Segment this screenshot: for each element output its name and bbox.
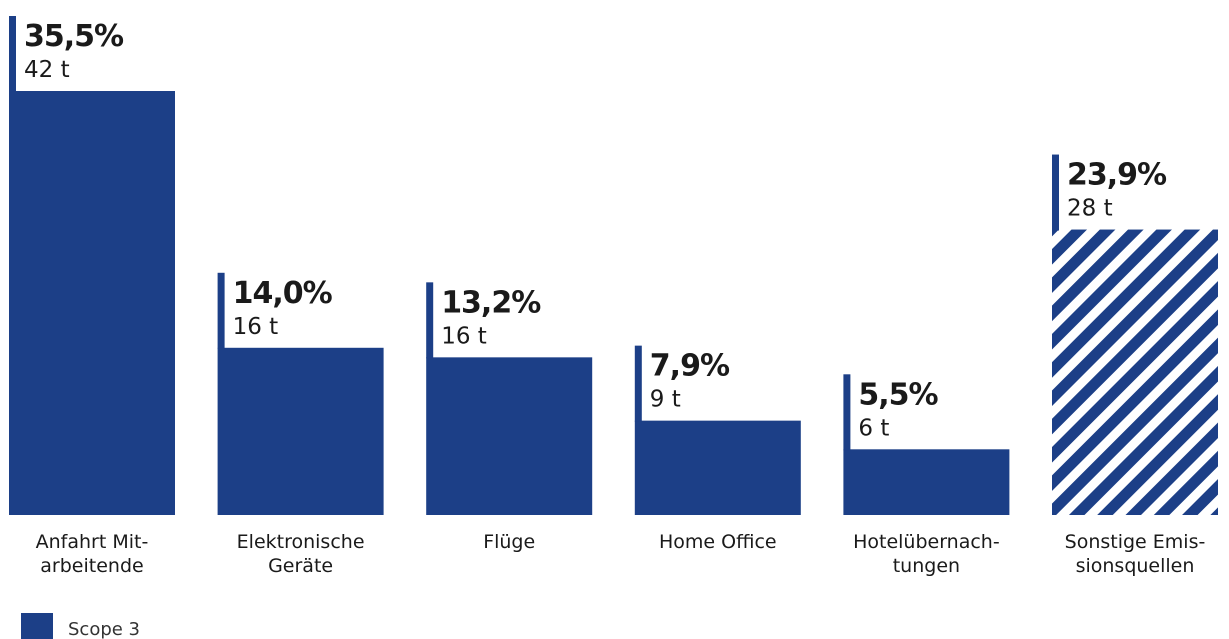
bar-percent-label-1: 14,0%: [233, 276, 333, 311]
bar-label-accent-3: [634, 345, 642, 422]
category-label-2-line-0: Flüge: [483, 531, 535, 553]
bar-label-accent-0: [9, 16, 16, 92]
category-label-0-line-0: Anfahrt Mit-: [36, 531, 149, 553]
category-label-1-line-1: Geräte: [268, 555, 333, 577]
bar-percent-label-2: 13,2%: [441, 285, 541, 320]
bar-4: [843, 449, 1010, 515]
bar-1: [217, 347, 384, 515]
category-label-4-line-1: tungen: [893, 555, 960, 577]
bar-label-accent-1: [217, 272, 225, 349]
category-label-0-line-1: arbeitende: [40, 555, 143, 577]
bar-0: [9, 91, 175, 515]
bar-3: [634, 420, 801, 515]
legend-swatch-scope-3: [21, 613, 53, 639]
bar-tonnes-label-4: 6 t: [858, 415, 889, 441]
category-label-5-line-0: Sonstige Emis-: [1065, 531, 1206, 553]
category-label-3-line-0: Home Office: [659, 531, 777, 553]
bar-tonnes-label-2: 16 t: [441, 323, 487, 349]
bar-tonnes-label-1: 16 t: [233, 314, 279, 340]
bar-label-accent-4: [843, 374, 851, 451]
bar-5: [1052, 229, 1218, 515]
category-label-1-line-0: Elektronische: [237, 531, 365, 553]
bar-tonnes-label-0: 42 t: [24, 57, 70, 83]
category-label-4-line-0: Hotelübernach-: [853, 531, 1000, 553]
bar-percent-label-4: 5,5%: [858, 377, 938, 412]
bar-label-accent-5: [1052, 154, 1059, 231]
bar-tonnes-label-3: 9 t: [650, 387, 681, 413]
category-label-5-line-1: sionsquellen: [1076, 555, 1195, 577]
bar-2: [426, 357, 593, 515]
bar-percent-label-3: 7,9%: [650, 349, 730, 384]
bar-tonnes-label-5: 28 t: [1067, 196, 1113, 222]
bar-label-accent-2: [426, 282, 434, 359]
bar-percent-label-0: 35,5%: [24, 19, 124, 54]
legend-label-scope-3: Scope 3: [68, 619, 140, 639]
bar-percent-label-5: 23,9%: [1067, 158, 1167, 193]
